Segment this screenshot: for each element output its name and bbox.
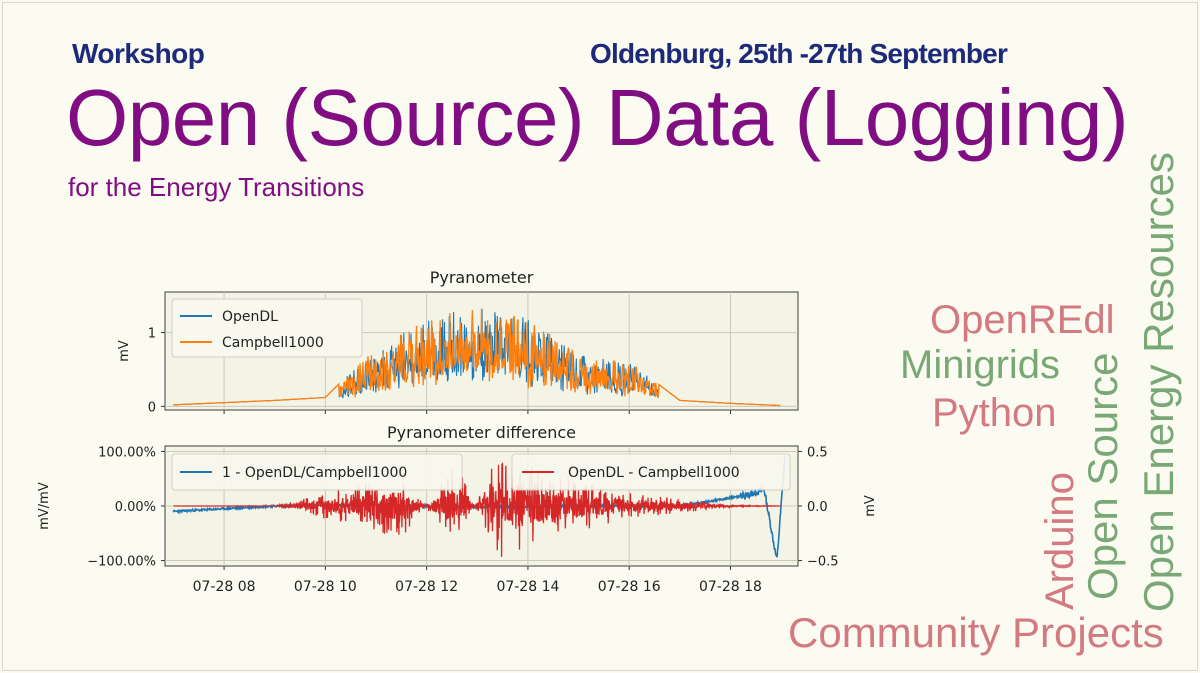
place-date: Oldenburg, 25th -27th September (590, 38, 1008, 69)
y-axis-label: mV/mV (37, 482, 52, 530)
y-tick-label-right: −0.5 (807, 555, 839, 570)
keyword-minigrids: Minigrids (900, 343, 1061, 387)
x-tick-label: 07-28 14 (496, 579, 559, 595)
x-tick-label: 07-28 10 (294, 579, 357, 595)
legend-label-ratio: 1 - OpenDL/Campbell1000 (222, 465, 407, 481)
y-tick-label: 0 (148, 400, 156, 415)
legend-label-difference: OpenDL - Campbell1000 (568, 465, 740, 481)
keyword-open-source: Open Source (1079, 352, 1126, 601)
keyword-python: Python (932, 391, 1057, 435)
series-campbell-line (173, 308, 781, 407)
y-axis-label-right: mV (863, 495, 878, 517)
x-tick-label: 07-28 18 (699, 579, 762, 595)
legend-right: OpenDL - Campbell1000 (511, 453, 791, 491)
series-difference-line (173, 462, 781, 557)
x-tick-label: 07-28 16 (598, 579, 661, 595)
y-tick-label-right: 0.0 (807, 500, 828, 515)
y-tick-label-right: 0.5 (807, 445, 828, 460)
legend-box (511, 453, 791, 491)
legend-label-campbell: Campbell1000 (222, 335, 324, 351)
legend-left: 1 - OpenDL/Campbell1000 (171, 453, 463, 491)
workshop-label: Workshop (72, 38, 205, 69)
x-tick-label: 07-28 08 (193, 579, 256, 595)
x-tick-label: 07-28 12 (395, 579, 458, 595)
chart-title: Pyranometer (430, 268, 534, 287)
y-axis-label: mV (117, 340, 132, 362)
pyranometer-difference-chart: 07-28 08 07-28 10 07-28 12 07-28 14 07-28 16… (37, 423, 878, 595)
keyword-community-projects: Community Projects (788, 609, 1164, 656)
y-tick-label: −100.00% (87, 555, 156, 570)
legend: OpenDL Campbell1000 (171, 298, 363, 358)
y-tick-label: 0.00% (115, 500, 156, 515)
y-tick-label: 1 (148, 327, 156, 342)
keyword-arduino: Arduino (1038, 472, 1082, 610)
page-title: Open (Source) Data (Logging) (66, 73, 1129, 162)
legend-label-opendl: OpenDL (222, 309, 278, 325)
y-tick-label: 100.00% (98, 445, 156, 460)
keyword-openredl: OpenREdl (930, 298, 1115, 342)
keyword-open-energy-resources: Open Energy Resources (1135, 152, 1182, 612)
subtitle: for the Energy Transitions (68, 172, 365, 202)
legend-box (171, 453, 463, 491)
chart-title: Pyranometer difference (387, 423, 576, 442)
pyranometer-chart: 0 1 Pyranometer mV OpenDL Campbell1000 (117, 268, 799, 415)
legend-box (171, 298, 363, 358)
